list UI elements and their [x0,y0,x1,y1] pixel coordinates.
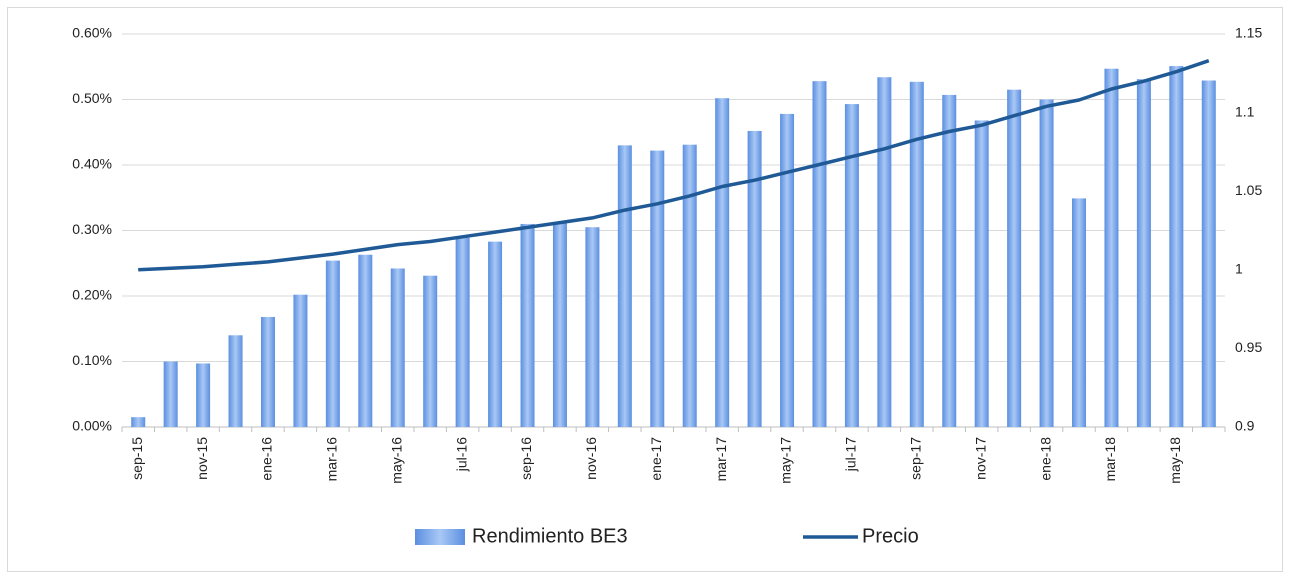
bar [196,363,211,427]
y2-tick-label: 0.9 [1235,418,1255,434]
y-tick-label: 0.00% [72,418,112,434]
bar [974,120,989,428]
y-tick-label: 0.20% [72,287,112,303]
bar [390,268,405,427]
bar [877,77,892,427]
x-tick-label: ene-17 [648,437,664,481]
bar [844,104,859,428]
x-tick-label: nov-16 [583,437,599,480]
y-tick-label: 0.50% [72,90,112,106]
y2-tick-label: 1.1 [1235,103,1255,119]
x-tick-label: may-16 [388,437,404,484]
y-tick-label: 0.60% [72,25,112,41]
x-tick-label: mar-17 [713,437,729,482]
chart-border [7,7,1283,572]
x-tick-label: may-17 [778,437,794,484]
bar [131,417,146,427]
bar [1007,89,1022,428]
bar [682,144,697,427]
bar [1201,80,1216,427]
x-tick-label: nov-17 [972,437,988,480]
legend-swatch [415,529,465,545]
bar [1039,99,1054,427]
bar [650,150,665,427]
bar [358,254,373,427]
y2-tick-label: 1.05 [1235,182,1262,198]
bar [488,241,503,427]
bar [715,98,730,427]
x-tick-label: may-18 [1167,437,1183,484]
bar [780,113,795,427]
x-tick-label: mar-18 [1102,437,1118,482]
bar [617,145,632,427]
bar [228,335,243,427]
x-tick-label: ene-18 [1037,437,1053,481]
bar [423,275,438,427]
x-tick-label: sep-15 [129,437,145,480]
y-tick-label: 0.40% [72,156,112,172]
y-tick-label: 0.30% [72,221,112,237]
bar [585,227,600,427]
x-tick-label: jul-17 [843,437,859,472]
y2-tick-label: 1.15 [1235,25,1262,41]
x-tick-label: sep-16 [518,437,534,480]
x-tick-label: sep-17 [908,437,924,480]
bar [325,260,340,427]
x-tick-label: nov-15 [194,437,210,480]
bar [260,316,275,427]
legend: Rendimiento BE3 Precio [415,525,919,547]
y-tick-label: 0.10% [72,352,112,368]
bar [293,294,308,427]
legend-label: Rendimiento BE3 [472,525,628,547]
bar [1072,198,1087,427]
legend-label: Precio [862,525,919,547]
bar [909,81,924,427]
bar [1104,68,1119,427]
bar [747,130,762,427]
bar [552,221,567,427]
price-line [138,59,1210,272]
bar [455,237,470,427]
bar [812,81,827,427]
y2-tick-label: 0.95 [1235,339,1262,355]
bar [1136,79,1151,427]
bar [520,223,535,427]
y2-tick-label: 1 [1235,261,1243,277]
bar [1169,66,1184,427]
bar [942,94,957,427]
bar [163,361,178,427]
x-tick-label: jul-16 [453,437,469,472]
x-tick-label: mar-16 [324,437,340,482]
x-tick-label: ene-16 [259,437,275,481]
